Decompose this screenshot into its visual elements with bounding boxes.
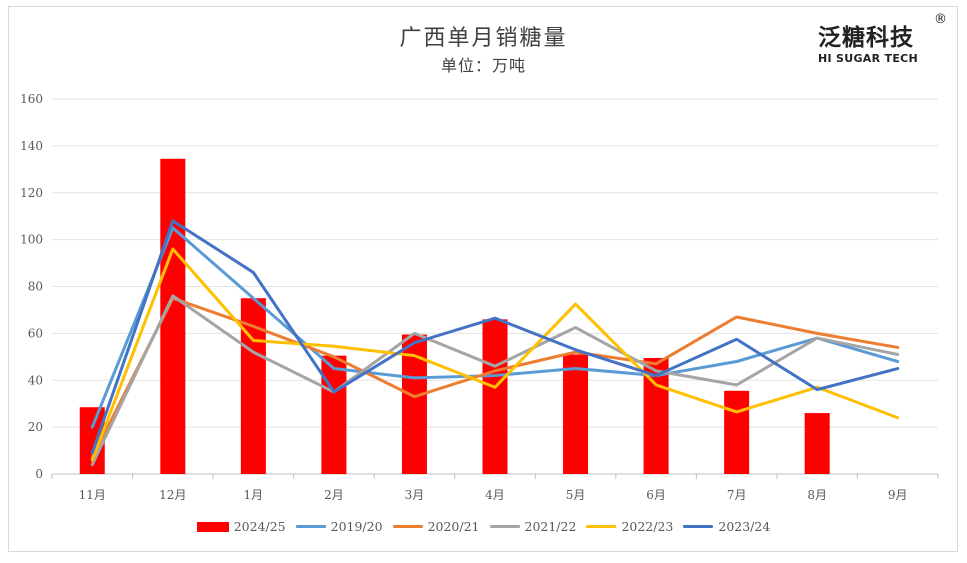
legend-line-swatch xyxy=(489,525,520,528)
chart-title: 广西单月销糖量 xyxy=(399,26,568,51)
line-series-2022/23 xyxy=(90,247,900,462)
x-tick-label: 3月 xyxy=(405,488,425,502)
bar-2024/25-5月 xyxy=(563,354,589,474)
y-tick-label: 60 xyxy=(28,326,43,340)
legend-line-swatch xyxy=(295,525,326,528)
legend-line-swatch xyxy=(683,525,714,528)
legend-label: 2020/21 xyxy=(427,519,480,534)
x-tick-label: 12月 xyxy=(159,488,186,502)
x-tick-label: 4月 xyxy=(485,488,505,502)
bar-2024/25-8月 xyxy=(804,413,830,474)
x-tick-label: 6月 xyxy=(646,488,666,502)
legend-item: 2021/22 xyxy=(489,519,577,534)
logo-chinese-text: 泛糖科技 xyxy=(818,25,914,51)
legend-label: 2022/23 xyxy=(621,519,674,534)
legend-label: 2024/25 xyxy=(233,519,286,534)
legend-line-swatch xyxy=(586,525,617,528)
x-tick-label: 11月 xyxy=(79,488,106,502)
line-series-2023/24 xyxy=(90,219,900,455)
legend-item: 2022/23 xyxy=(586,519,673,534)
y-tick-label: 140 xyxy=(20,139,43,153)
bar-2024/25-7月 xyxy=(724,390,750,474)
x-tick-label: 2月 xyxy=(324,488,344,502)
x-tick-label: 5月 xyxy=(566,488,586,502)
x-tick-label: 8月 xyxy=(807,488,827,502)
y-tick-label: 160 xyxy=(20,92,43,106)
y-tick-label: 120 xyxy=(20,186,43,200)
y-tick-label: 0 xyxy=(35,467,43,481)
legend-item: 2020/21 xyxy=(392,519,480,534)
brand-logo: 泛糖科技 ® HI SUGAR TECH xyxy=(818,12,948,65)
registered-mark: ® xyxy=(934,12,947,27)
chart-subtitle: 单位：万吨 xyxy=(440,56,526,75)
line-series-2021/22 xyxy=(90,294,900,467)
legend-item: 2023/24 xyxy=(683,519,770,534)
x-tick-label: 7月 xyxy=(727,488,747,502)
x-tick-label: 1月 xyxy=(244,488,264,502)
legend-label: 2023/24 xyxy=(718,519,771,534)
legend-item: 2019/20 xyxy=(295,519,383,534)
line-series-2020/21 xyxy=(90,296,900,460)
legend-label: 2019/20 xyxy=(330,519,383,534)
logo-english-text: HI SUGAR TECH xyxy=(818,52,919,65)
x-tick-label: 9月 xyxy=(888,488,908,502)
legend-item: 2024/25 xyxy=(196,519,286,534)
chart-legend: 2024/25 2019/20 2020/21 2021/22 2022/23 2023/… xyxy=(0,519,967,534)
legend-bar-swatch xyxy=(196,521,229,532)
bar-2024/25-2月 xyxy=(321,355,347,474)
y-tick-label: 20 xyxy=(28,420,43,434)
y-tick-label: 40 xyxy=(28,373,43,387)
legend-line-swatch xyxy=(392,525,423,528)
legend-label: 2021/22 xyxy=(524,519,577,534)
y-tick-label: 100 xyxy=(20,233,43,247)
y-tick-label: 80 xyxy=(28,280,43,294)
line-series-2019/20 xyxy=(90,226,900,429)
bar-2024/25-4月 xyxy=(482,319,508,474)
